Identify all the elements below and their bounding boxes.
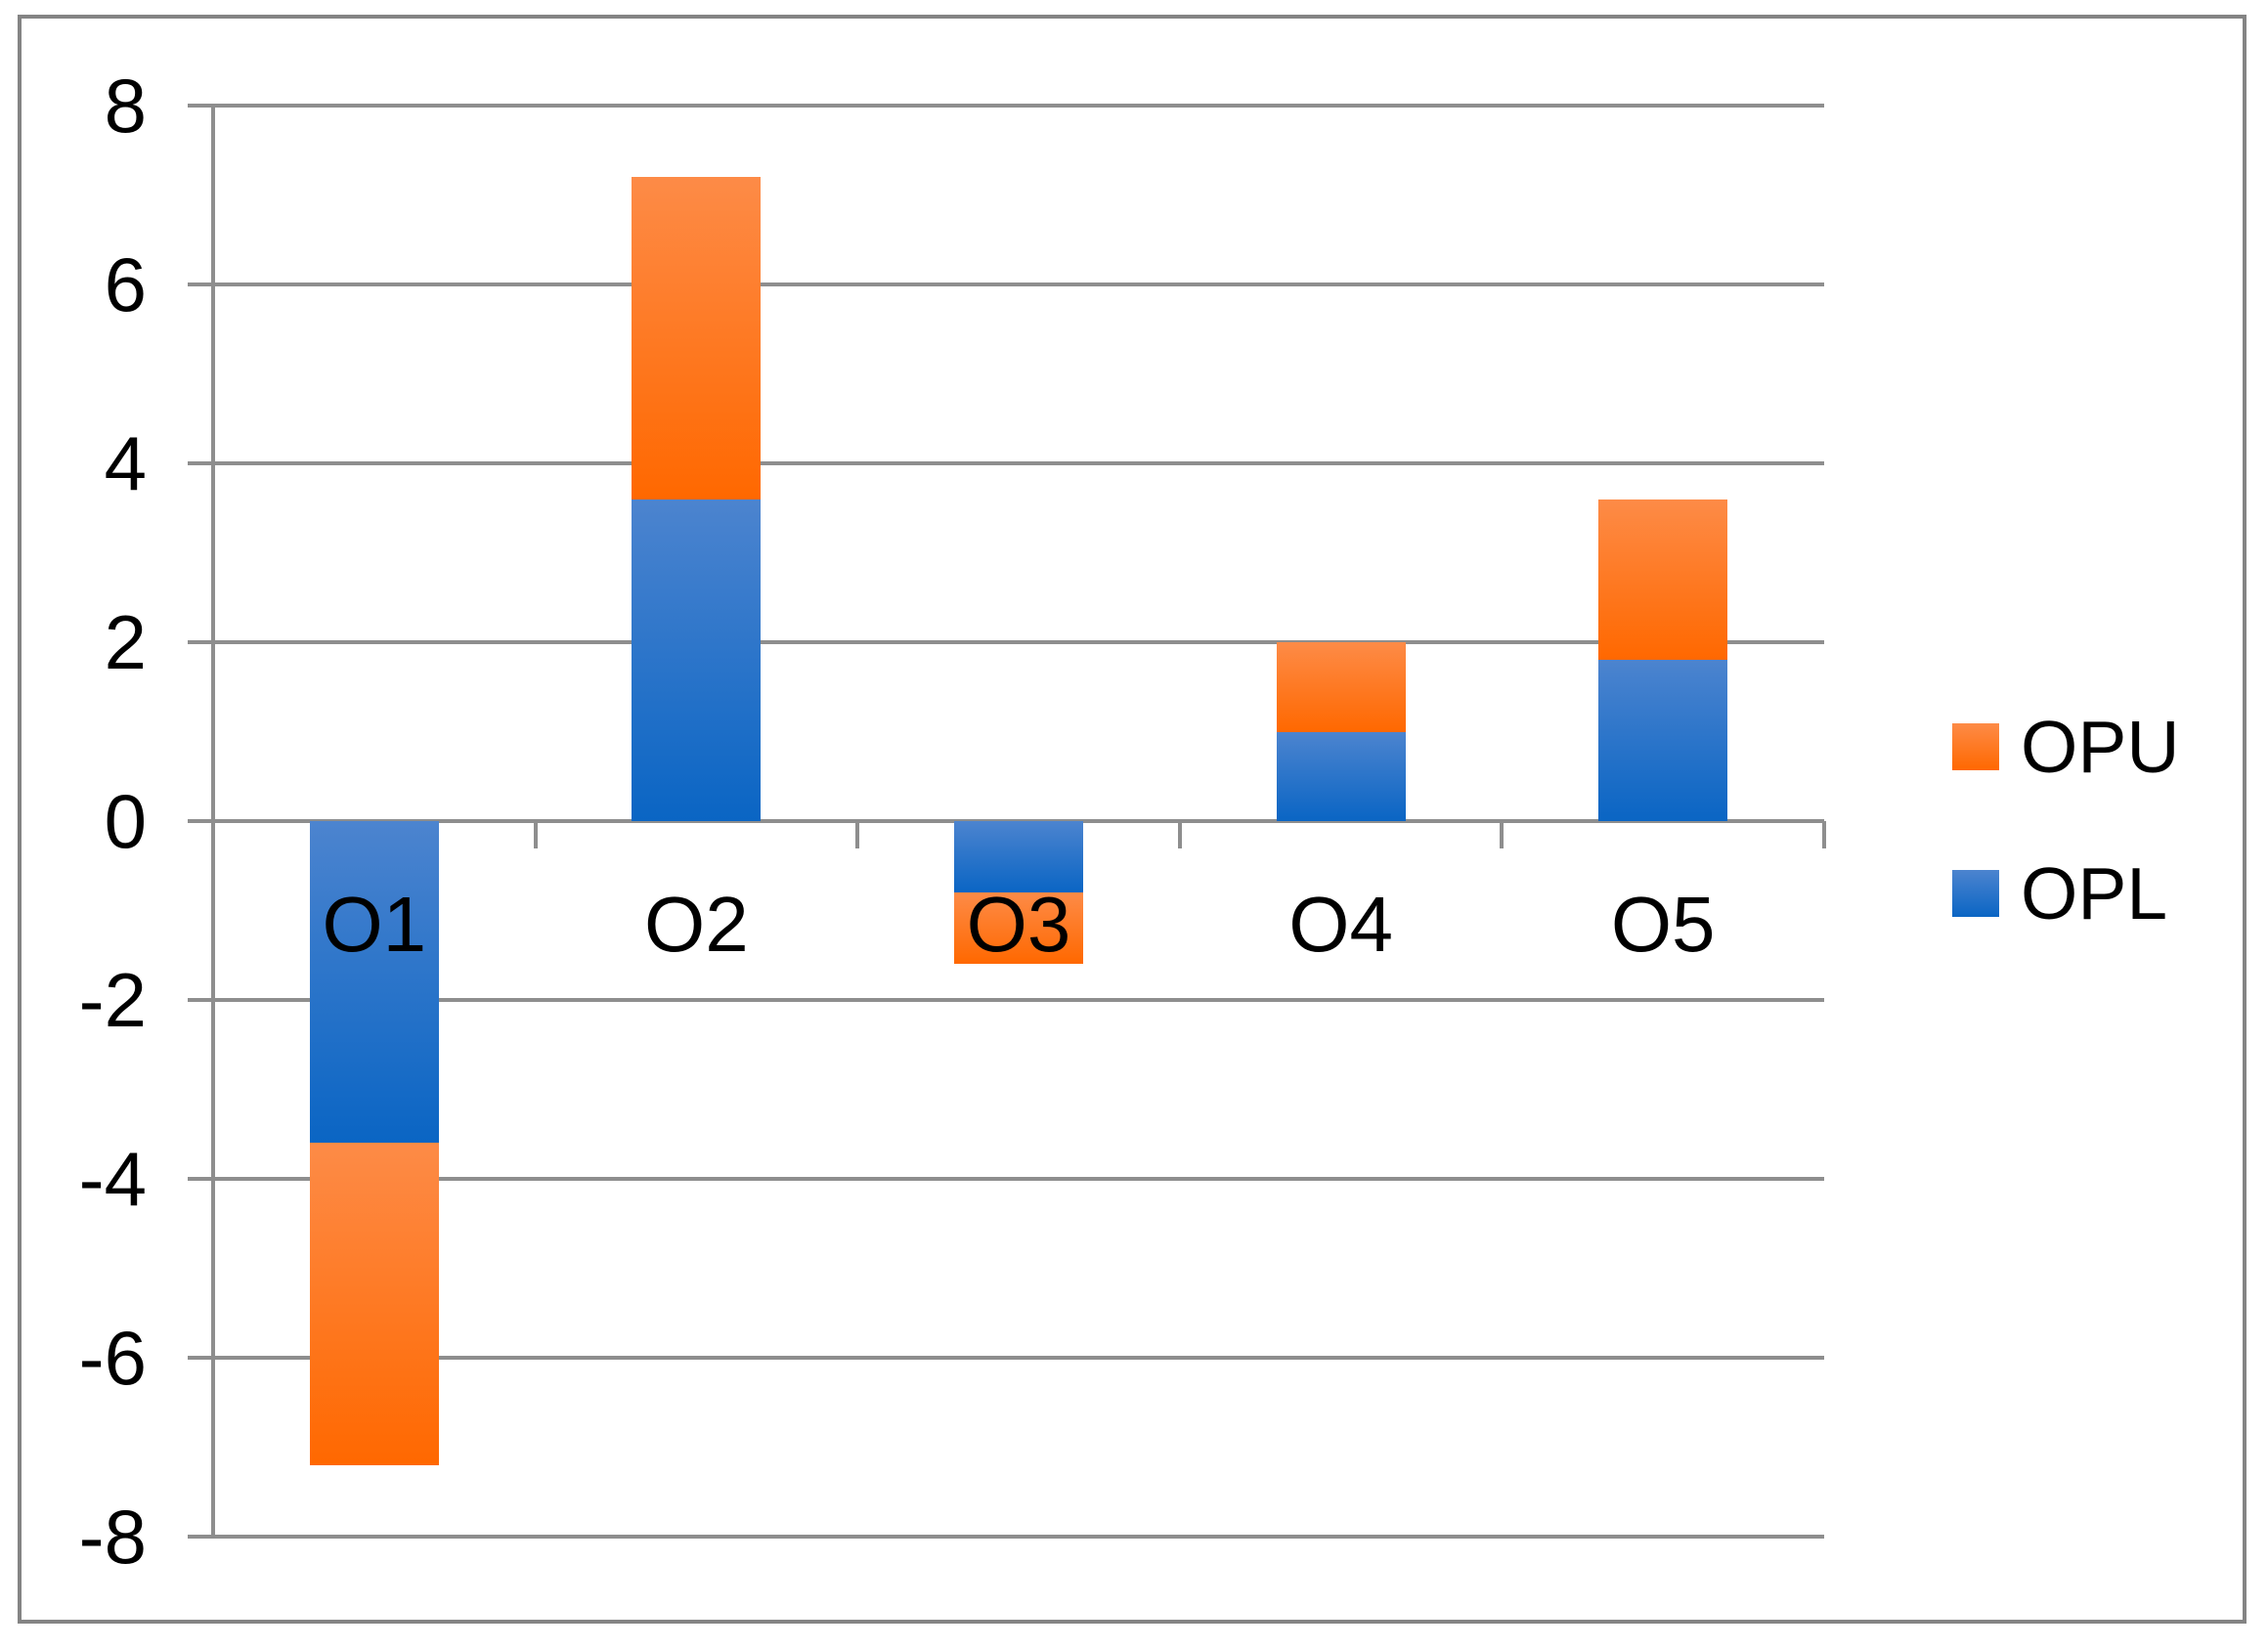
category-label-o5: O5 (1610, 881, 1716, 968)
gridline-y-6 (188, 282, 1824, 286)
y-axis-label-8: 8 (104, 63, 147, 149)
y-axis-label--6: -6 (78, 1315, 147, 1401)
bar-segment-o2-opu (632, 177, 762, 499)
category-axis-tick (211, 821, 215, 848)
gridline-y--4 (188, 1177, 1824, 1181)
category-axis-tick (1500, 821, 1505, 848)
bar-segment-o3-opu (954, 892, 1083, 965)
legend-item-opl: OPL (1952, 852, 2167, 934)
bar-segment-o5-opl (1598, 660, 1728, 821)
y-axis-label-2: 2 (104, 599, 147, 685)
legend-label-opl: OPL (2021, 852, 2168, 934)
bar-segment-o3-opl (954, 821, 1083, 893)
legend-label-opu: OPU (2021, 706, 2180, 788)
legend-item-opu: OPU (1952, 706, 2180, 788)
gridline-y-4 (188, 461, 1824, 465)
category-axis-tick (855, 821, 860, 848)
bar-segment-o1-opl (309, 821, 439, 1144)
gridline-y--6 (188, 1356, 1824, 1360)
bar-segment-o4-opu (1276, 642, 1406, 732)
category-label-o1: O1 (322, 881, 427, 968)
legend-swatch-opl-icon (1952, 870, 1999, 917)
y-axis-label--4: -4 (78, 1136, 147, 1222)
y-axis-label-0: 0 (104, 778, 147, 864)
category-axis-tick (533, 821, 538, 848)
y-axis-label--2: -2 (78, 957, 147, 1043)
bar-segment-o5-opu (1598, 499, 1728, 661)
y-axis-label-6: 6 (104, 241, 147, 327)
bar-segment-o1-opu (309, 1143, 439, 1465)
y-axis-label--8: -8 (78, 1494, 147, 1580)
category-label-o3: O3 (966, 881, 1071, 968)
y-axis-label-4: 4 (104, 420, 147, 506)
gridline-y--2 (188, 998, 1824, 1002)
gridline-y-2 (188, 640, 1824, 644)
bar-segment-o4-opl (1276, 731, 1406, 821)
gridline-y--8 (188, 1535, 1824, 1539)
category-axis-tick (1177, 821, 1182, 848)
category-axis-tick (1822, 821, 1826, 848)
bar-segment-o2-opl (632, 499, 762, 821)
gridline-y-8 (188, 104, 1824, 108)
legend-swatch-opu-icon (1952, 723, 1999, 770)
category-label-o2: O2 (644, 881, 749, 968)
category-label-o4: O4 (1288, 881, 1393, 968)
